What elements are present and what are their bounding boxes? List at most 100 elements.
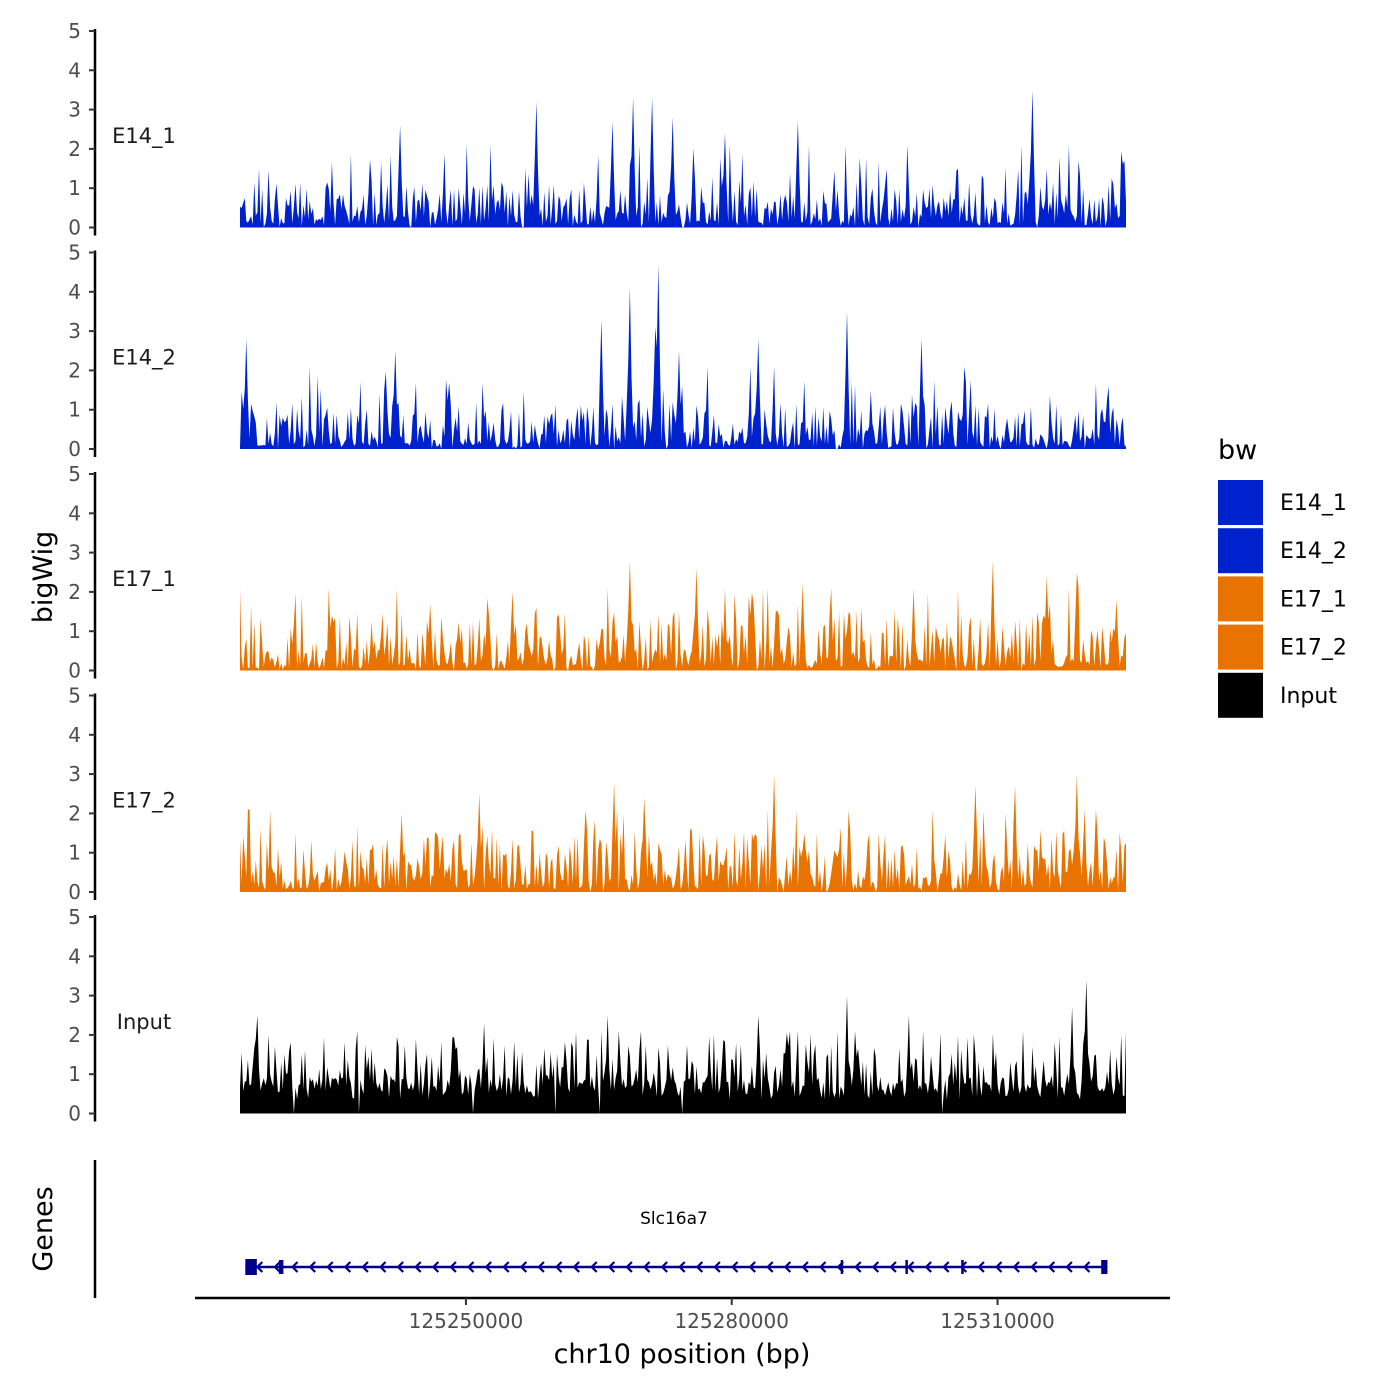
gene-exon [245,1259,257,1275]
strand-arrow [994,1261,1003,1273]
strand-arrow [308,1261,316,1273]
y-tick-label: 2 [68,1023,81,1047]
strand-arrow [1012,1261,1020,1273]
y-tick-label: 4 [68,944,81,968]
track-label-e14_1: E14_1 [112,124,176,149]
coverage-area-e17_2 [240,774,1126,892]
y-tick-label: 2 [68,358,81,382]
legend: bw E14_1 E14_2 E17_1 E17_2 Input [1218,435,1347,718]
y-tick-label: 5 [68,241,81,265]
strand-arrow [748,1261,756,1273]
strand-arrow [625,1261,633,1273]
y-tick-label: 4 [68,501,81,525]
track-e17_2: 0 1 2 3 4 5 E17_2 [68,684,1126,904]
strand-arrow [255,1261,264,1273]
strand-arrow [290,1261,299,1273]
strand-arrow [889,1261,897,1273]
gene-exon [905,1260,908,1274]
y-tick-label: 1 [68,1062,81,1086]
gene-exon [961,1260,964,1274]
y-tick-label: 1 [68,398,81,422]
strand-arrow [572,1261,580,1273]
genes-track: Genes Slc16a7 [28,1160,1108,1298]
legend-label-e14_1: E14_1 [1280,491,1347,516]
gene-exon [1101,1260,1108,1274]
track-e14_1: 0 1 2 3 4 5 E14_1 [68,19,1126,240]
y-tick-label: 5 [68,684,81,708]
strand-arrow [1030,1261,1038,1273]
gene-exon [840,1260,844,1274]
track-e14_2: 0 1 2 3 4 5 E14_2 [68,241,1126,461]
strand-arrow [590,1261,598,1273]
strand-arrow [414,1261,422,1273]
strand-arrow [1082,1261,1091,1273]
y-tick-label: 0 [68,659,81,683]
strand-arrow [607,1261,616,1273]
strand-arrow [361,1261,369,1273]
y-tick-label: 2 [68,580,81,604]
coverage-area-e14_2 [240,264,1126,449]
legend-swatch-e14_1 [1218,480,1263,525]
legend-swatch-e14_2 [1218,528,1263,574]
y-tick-label: 0 [68,437,81,461]
x-tick-label: 125250000 [409,1309,524,1333]
strand-arrow [942,1261,950,1273]
strand-arrow [537,1261,545,1273]
track-label-input: Input [117,1010,171,1034]
strand-arrow [854,1261,862,1273]
strand-arrow [801,1261,809,1273]
y-tick-label: 5 [68,905,81,929]
y-tick-label: 0 [68,1102,81,1126]
y-tick-label: 2 [68,137,81,161]
y-tick-label: 3 [68,762,81,786]
strand-arrow [326,1261,334,1273]
strand-arrow [678,1261,686,1273]
strand-arrow [431,1261,440,1273]
track-label-e14_2: E14_2 [112,346,176,371]
gene-model [245,1259,1108,1275]
strand-arrow [519,1261,528,1273]
y-tick-label: 4 [68,723,81,747]
x-axis-title: chr10 position (bp) [554,1339,811,1370]
strand-arrow [396,1261,404,1273]
strand-arrow [906,1261,915,1273]
strand-arrow [783,1261,792,1273]
strand-arrow [730,1261,739,1273]
strand-arrow [660,1261,668,1273]
genes-track-label: Genes [28,1186,59,1271]
strand-arrow [1047,1261,1056,1273]
coverage-area-e14_1 [240,90,1126,228]
strand-arrow [642,1261,651,1273]
y-tick-label: 2 [68,801,81,825]
gene-name-label: Slc16a7 [640,1209,708,1229]
track-label-e17_1: E17_1 [112,567,176,592]
x-tick-label: 125310000 [940,1309,1055,1333]
strand-arrow [713,1261,721,1273]
strand-arrow [766,1261,774,1273]
y-tick-label: 3 [68,541,81,565]
legend-label-e14_2: E14_2 [1280,539,1347,564]
strand-arrow [554,1261,563,1273]
y-tick-label: 0 [68,880,81,904]
strand-arrow [466,1261,475,1273]
legend-label-input: Input [1280,684,1337,709]
strand-arrow [343,1261,352,1273]
strand-arrow [924,1261,932,1273]
strand-arrow [449,1261,457,1273]
y-tick-label: 3 [68,98,81,122]
strand-arrow [871,1261,880,1273]
coverage-tracks: 0 1 2 3 4 5 E14_1 0 1 2 3 4 5 E14_2 0 1 2 3 4 5 E17_1 0 1 2 3 4 5 E… [68,19,1126,1126]
legend-label-e17_1: E17_1 [1280,587,1347,612]
x-tick-label: 125280000 [674,1309,789,1333]
legend-label-e17_2: E17_2 [1280,636,1347,661]
track-label-e17_2: E17_2 [112,789,176,814]
legend-swatch-input [1218,672,1263,718]
strand-arrow [502,1261,510,1273]
strand-arrow [484,1261,492,1273]
coverage-area-e17_1 [240,560,1126,671]
y-tick-label: 0 [68,216,81,240]
y-tick-label: 5 [68,19,81,43]
y-tick-label: 1 [68,176,81,200]
